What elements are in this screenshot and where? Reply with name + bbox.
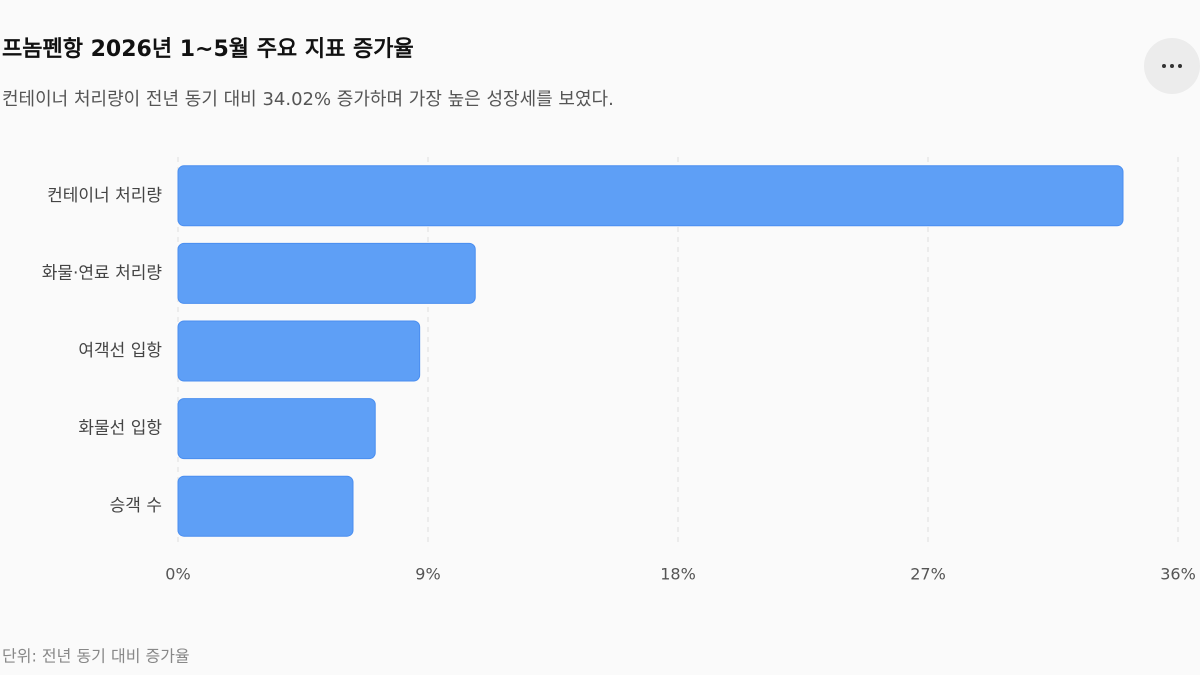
y-tick-label: 승객 수: [110, 496, 162, 516]
bar: [177, 475, 354, 537]
menu-button[interactable]: [1144, 38, 1200, 94]
bar: [177, 398, 376, 460]
x-tick-label: 0%: [165, 565, 190, 584]
y-tick-label: 컨테이너 처리량: [47, 186, 162, 206]
bar: [177, 320, 421, 382]
menu-dot: [1170, 64, 1174, 68]
x-tick-label: 27%: [910, 565, 946, 584]
y-tick-label: 여객선 입항: [78, 341, 162, 361]
x-tick-label: 18%: [660, 565, 696, 584]
x-tick-label: 36%: [1160, 565, 1196, 584]
menu-dot: [1178, 64, 1182, 68]
y-tick-label: 화물·연료 처리량: [42, 263, 163, 283]
x-tick-label: 9%: [415, 565, 440, 584]
bar: [177, 242, 476, 304]
footnote: 단위: 전년 동기 대비 증가율: [2, 647, 190, 666]
chart-subtitle: 컨테이너 처리량이 전년 동기 대비 34.02% 증가하며 가장 높은 성장세…: [2, 89, 614, 110]
chart-title: 프놈펜항 2026년 1~5월 주요 지표 증가율: [2, 37, 414, 62]
menu-dot: [1162, 64, 1166, 68]
y-tick-label: 화물선 입항: [78, 419, 162, 439]
bar: [177, 165, 1124, 227]
